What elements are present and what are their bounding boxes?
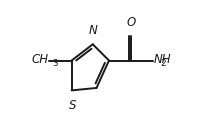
Text: 3: 3	[52, 59, 58, 68]
Text: NH: NH	[153, 53, 171, 66]
Text: N: N	[88, 24, 97, 37]
Text: 2: 2	[160, 59, 166, 68]
Text: O: O	[127, 16, 136, 29]
Text: CH: CH	[31, 53, 49, 66]
Text: S: S	[69, 99, 77, 112]
